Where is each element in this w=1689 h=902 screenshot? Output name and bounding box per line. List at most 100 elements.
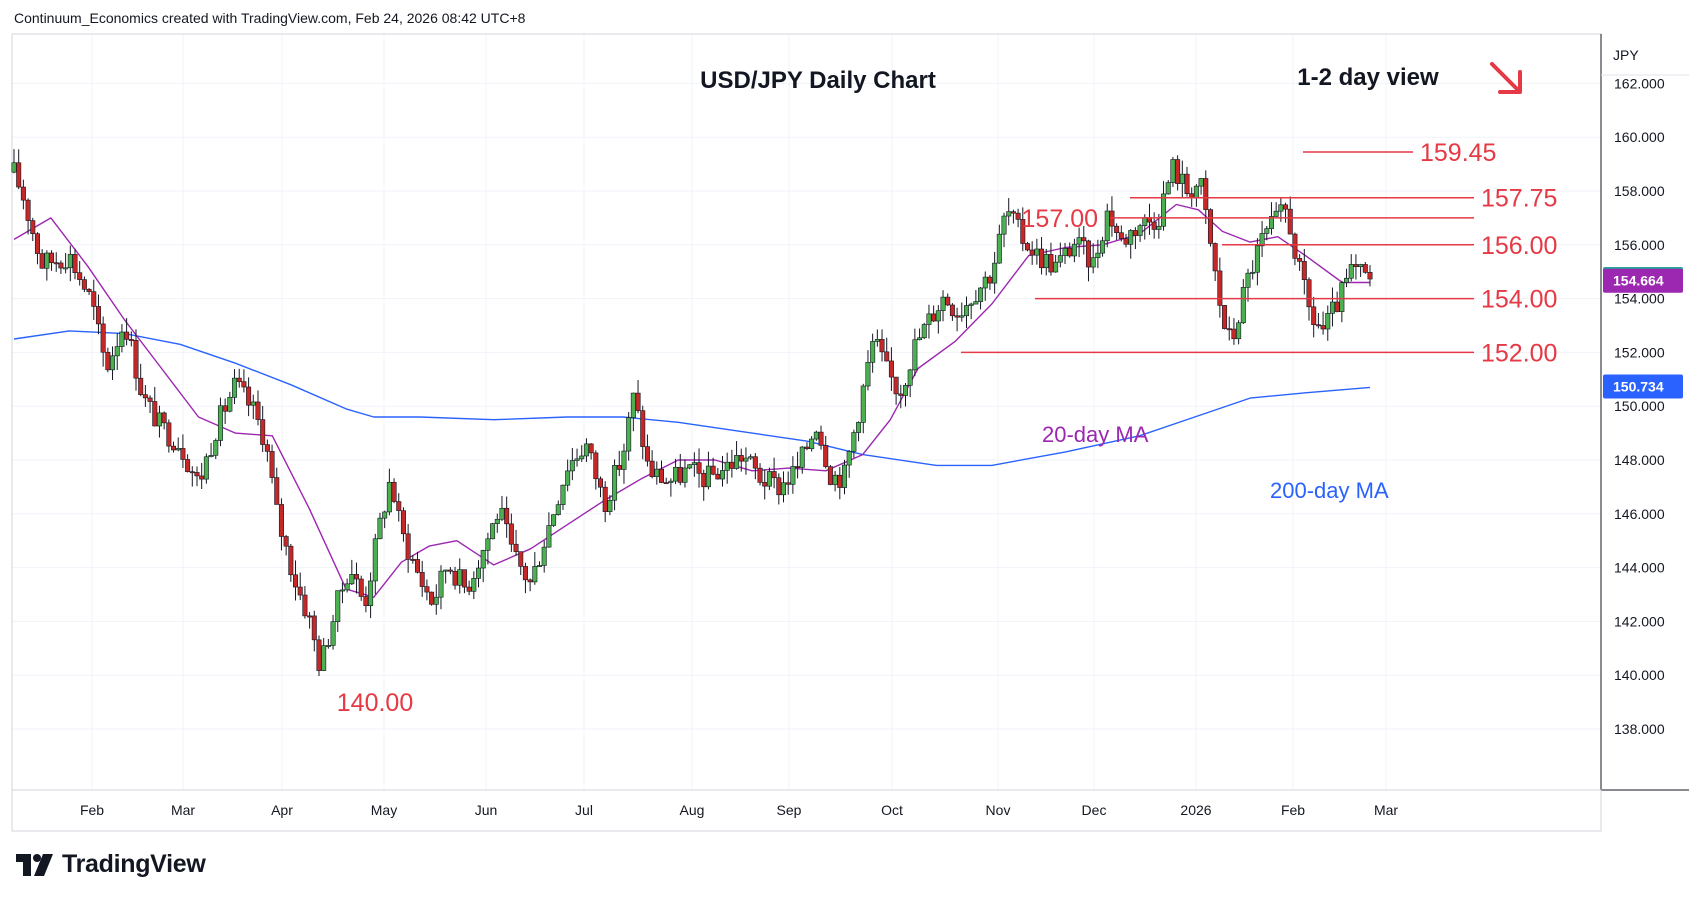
price-badge: 154.664 xyxy=(1603,268,1683,293)
candle-body xyxy=(743,457,749,462)
time-tick-label: Mar xyxy=(1374,802,1398,818)
candle-body xyxy=(325,645,331,647)
candle-body xyxy=(1020,219,1026,244)
candle-body xyxy=(1161,193,1167,227)
candle-body xyxy=(466,586,472,592)
candle-body xyxy=(1128,230,1134,245)
candle-body xyxy=(888,360,894,378)
candle-body xyxy=(1344,277,1350,283)
candle-body xyxy=(691,462,697,466)
candle-body xyxy=(25,199,31,221)
candle-body xyxy=(1151,221,1157,230)
level-label: 140.00 xyxy=(337,689,413,717)
candle-body xyxy=(968,303,974,306)
candle-body xyxy=(701,473,707,488)
candle-body xyxy=(20,186,26,201)
candle-body xyxy=(424,586,430,593)
candle-body xyxy=(588,443,594,454)
candle-body xyxy=(447,569,453,572)
candle-body xyxy=(1039,248,1045,269)
price-tick-label: 148.000 xyxy=(1614,452,1665,468)
candle-body xyxy=(762,482,768,487)
candle-body xyxy=(1222,305,1228,329)
candle-body xyxy=(1062,248,1068,256)
price-tick-label: 152.000 xyxy=(1614,344,1665,360)
price-tick-label: 140.000 xyxy=(1614,667,1665,683)
candle-body xyxy=(780,482,786,496)
candle-body xyxy=(250,401,256,406)
candle-body xyxy=(39,253,45,269)
candle-body xyxy=(978,287,984,302)
price-axis[interactable]: 138.000 140.000 142.000 144.000 146.000 148.0… xyxy=(1614,75,1665,737)
candle-body xyxy=(199,475,205,480)
candle-body xyxy=(1015,212,1021,220)
currency-label: JPY xyxy=(1613,47,1639,63)
candle-body xyxy=(1137,225,1143,236)
candle-body xyxy=(1292,233,1298,259)
candle-body xyxy=(945,296,951,306)
candle-body xyxy=(1226,328,1232,331)
candle-body xyxy=(1118,232,1124,239)
candle-body xyxy=(518,551,524,567)
time-axis[interactable]: Feb Mar Apr May Jun Jul Aug Sep Oct Nov Dec 2026 Feb… xyxy=(80,802,1398,818)
candle-body xyxy=(663,482,669,485)
candle-body xyxy=(1348,264,1354,279)
time-tick-label: 2026 xyxy=(1180,802,1211,818)
candle-body xyxy=(621,450,627,470)
candle-body xyxy=(1353,264,1359,268)
ma20-layer xyxy=(13,203,1370,598)
candle-body xyxy=(626,417,632,452)
candle-body xyxy=(1057,255,1063,263)
candle-body xyxy=(260,419,266,445)
candle-body xyxy=(1081,237,1087,242)
time-tick-label: Apr xyxy=(271,802,293,818)
candle-body xyxy=(1297,258,1303,262)
tradingview-logo[interactable]: TradingView xyxy=(16,850,206,879)
candle-body xyxy=(579,455,585,460)
candle-body xyxy=(203,456,209,480)
candle-body xyxy=(738,455,744,462)
candle-body xyxy=(1132,230,1138,236)
candle-body xyxy=(232,377,238,398)
price-badge-bg xyxy=(1603,268,1683,293)
candle-body xyxy=(213,440,219,456)
candle-body xyxy=(452,570,458,586)
candle-body xyxy=(673,466,679,482)
candle-body xyxy=(67,254,73,269)
candle-body xyxy=(1071,243,1077,257)
candle-body xyxy=(1325,313,1331,330)
candle-body xyxy=(81,279,87,290)
candle-body xyxy=(438,570,444,598)
candle-body xyxy=(1184,173,1190,194)
candle-body xyxy=(1278,204,1284,212)
candle-body xyxy=(602,486,608,512)
time-tick-label: Aug xyxy=(680,802,705,818)
candle-body xyxy=(809,438,815,450)
candle-body xyxy=(161,412,167,424)
tradingview-logo-icon xyxy=(16,853,53,876)
candle-body xyxy=(1231,328,1237,340)
candle-body xyxy=(649,460,655,477)
price-tick-label: 138.000 xyxy=(1614,721,1665,737)
candle-body xyxy=(63,267,69,270)
candle-body xyxy=(940,296,946,312)
ma20-label: 20-day MA xyxy=(1042,422,1149,447)
time-tick-label: Mar xyxy=(171,802,195,818)
candle-body xyxy=(396,501,402,511)
time-tick-label: Jul xyxy=(575,802,593,818)
candle-body xyxy=(185,459,191,472)
chart-title: USD/JPY Daily Chart xyxy=(700,67,936,94)
candle-body xyxy=(1264,228,1270,234)
price-tick-label: 160.000 xyxy=(1614,129,1665,145)
candle-body xyxy=(480,550,486,569)
candle-body xyxy=(696,462,702,474)
candle-body xyxy=(574,458,580,461)
candle-body xyxy=(142,394,148,399)
candle-body xyxy=(583,443,589,457)
candle-body xyxy=(527,579,533,583)
ma200-label: 200-day MA xyxy=(1270,478,1389,503)
candle-body xyxy=(49,252,55,263)
candle-body xyxy=(870,341,876,363)
